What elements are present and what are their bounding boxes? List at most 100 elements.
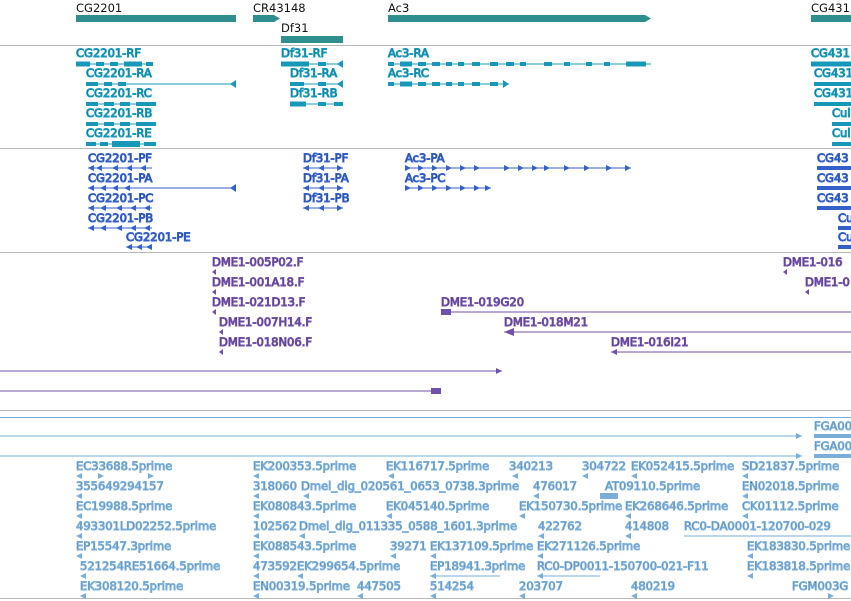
transcript-feature[interactable] — [281, 60, 343, 68]
est-label[interactable]: 473592 — [253, 559, 298, 574]
protein-label[interactable]: CG43 — [817, 171, 850, 186]
transcript-label[interactable]: Ac3-RC — [388, 66, 430, 81]
protein-label[interactable]: CG2201-PC — [88, 191, 154, 206]
protein-feature[interactable] — [126, 244, 152, 250]
est-label[interactable]: EK299654.5prime — [297, 559, 401, 574]
clone-label[interactable]: DME1-005P02.F — [212, 255, 304, 270]
est-label[interactable]: EK183818.5prime — [747, 559, 851, 574]
protein-feature[interactable] — [405, 185, 491, 191]
protein-feature[interactable] — [838, 226, 851, 230]
est-label[interactable]: EK150730.5prime — [519, 499, 623, 514]
transcript-feature[interactable] — [86, 122, 156, 126]
est-label[interactable]: EN02018.5prime — [742, 479, 840, 494]
protein-label[interactable]: Ac3-PC — [405, 171, 446, 186]
gene-label[interactable]: CG431 — [811, 1, 850, 15]
transcript-label[interactable]: CG2201-RA — [86, 66, 153, 81]
est-label[interactable]: CK01112.5prime — [742, 499, 840, 514]
est-feature[interactable] — [814, 434, 851, 438]
transcript-label[interactable]: CG431 — [814, 66, 851, 81]
est-label[interactable]: EK045140.5prime — [386, 499, 490, 514]
transcript-feature[interactable] — [86, 102, 156, 106]
est-label[interactable]: RC0-DP0011-150700-021-F11 — [537, 559, 710, 574]
clone-label[interactable]: DME1-021D13.F — [212, 295, 306, 310]
est-label[interactable]: EK052415.5prime — [631, 459, 735, 474]
transcript-label[interactable]: CG431 — [814, 86, 851, 101]
est-feature[interactable] — [80, 593, 834, 599]
est-label[interactable]: EK183830.5prime — [747, 539, 851, 554]
gene-label[interactable]: CR43148 — [253, 1, 306, 15]
est-label[interactable]: FGA00 — [814, 439, 851, 454]
clone-feature[interactable] — [219, 329, 223, 335]
est-label[interactable]: 39271 — [390, 539, 428, 554]
gene-feature[interactable] — [388, 15, 651, 22]
gene-feature[interactable] — [281, 36, 343, 43]
est-label[interactable]: EC33688.5prime — [76, 459, 173, 474]
est-feature[interactable] — [0, 453, 802, 459]
est-label[interactable]: 476017 — [533, 479, 578, 494]
est-label[interactable]: Dmel_dig_011335_0588_1601.3prime — [299, 519, 518, 534]
clone-feature[interactable] — [0, 368, 502, 374]
protein-feature[interactable] — [405, 165, 631, 171]
clone-feature[interactable] — [212, 269, 216, 275]
transcript-feature[interactable] — [388, 80, 509, 88]
clone-label[interactable]: DME1-001A18.F — [212, 275, 305, 290]
protein-feature[interactable] — [88, 225, 152, 231]
clone-feature[interactable] — [504, 328, 851, 336]
protein-feature[interactable] — [817, 166, 851, 170]
transcript-label[interactable]: CG2201-RE — [86, 126, 153, 141]
protein-feature[interactable] — [88, 205, 152, 211]
protein-label[interactable]: Df31-PB — [303, 191, 351, 206]
est-label[interactable]: 414808 — [625, 519, 670, 534]
est-label[interactable]: EP15547.3prime — [76, 539, 172, 554]
est-label[interactable]: AT09110.5prime — [605, 479, 701, 494]
clone-label[interactable]: DME1-019G20 — [441, 295, 525, 310]
est-label[interactable]: EC19988.5prime — [76, 499, 173, 514]
est-label[interactable]: EK116717.5prime — [386, 459, 490, 474]
protein-label[interactable]: Ac3-PA — [405, 151, 446, 166]
transcript-label[interactable]: CG2201-RC — [86, 86, 153, 101]
est-label[interactable]: EN00319.5prime — [253, 579, 351, 594]
transcript-label[interactable]: Cul — [832, 126, 851, 141]
est-feature[interactable] — [76, 553, 753, 559]
clone-label[interactable]: DME1-018M21 — [504, 315, 589, 330]
clone-label[interactable]: DME1-016 — [783, 255, 843, 270]
transcript-label[interactable]: CG2201-RB — [86, 106, 153, 121]
protein-label[interactable]: Cul — [838, 230, 851, 245]
transcript-feature[interactable] — [832, 122, 851, 126]
est-label[interactable]: 480219 — [631, 579, 676, 594]
est-label[interactable]: EK200353.5prime — [253, 459, 357, 474]
est-label[interactable]: 355649294157 — [76, 479, 165, 494]
protein-feature[interactable] — [303, 185, 343, 191]
transcript-feature[interactable] — [814, 82, 851, 86]
transcript-feature[interactable] — [86, 141, 156, 147]
est-feature[interactable] — [76, 513, 748, 519]
transcript-feature[interactable] — [814, 102, 851, 106]
protein-label[interactable]: CG2201-PF — [88, 151, 153, 166]
transcript-label[interactable]: Ac3-RA — [388, 46, 430, 61]
clone-label[interactable]: DME1-007H14.F — [219, 315, 313, 330]
est-label[interactable]: EK137109.5prime — [430, 539, 534, 554]
est-label[interactable]: EK080843.5prime — [253, 499, 357, 514]
transcript-label[interactable]: Df31-RB — [290, 86, 339, 101]
clone-label[interactable]: DME1-0 — [805, 275, 851, 290]
est-feature[interactable] — [76, 493, 748, 499]
est-label[interactable]: 514254 — [430, 579, 475, 594]
protein-label[interactable]: CG2201-PA — [88, 171, 154, 186]
protein-label[interactable]: CG2201-PE — [126, 230, 192, 245]
protein-label[interactable]: CG43 — [817, 151, 850, 166]
protein-feature[interactable] — [303, 205, 343, 211]
transcript-label[interactable]: Cul — [832, 106, 851, 121]
transcript-feature[interactable] — [76, 61, 153, 67]
gene-label[interactable]: Ac3 — [388, 1, 409, 15]
est-label[interactable]: EK271126.5prime — [537, 539, 641, 554]
protein-feature[interactable] — [88, 184, 236, 192]
est-label[interactable]: 422762 — [538, 519, 583, 534]
protein-label[interactable]: Df31-PF — [303, 151, 349, 166]
est-label[interactable]: EK308120.5prime — [80, 579, 184, 594]
clone-label[interactable]: DME1-018N06.F — [219, 335, 313, 350]
est-label[interactable]: 521254RE51664.5prime — [80, 559, 221, 574]
transcript-feature[interactable] — [290, 80, 343, 88]
est-label[interactable]: 318060 — [253, 479, 298, 494]
gene-feature[interactable] — [811, 15, 851, 22]
est-feature[interactable] — [76, 533, 631, 539]
